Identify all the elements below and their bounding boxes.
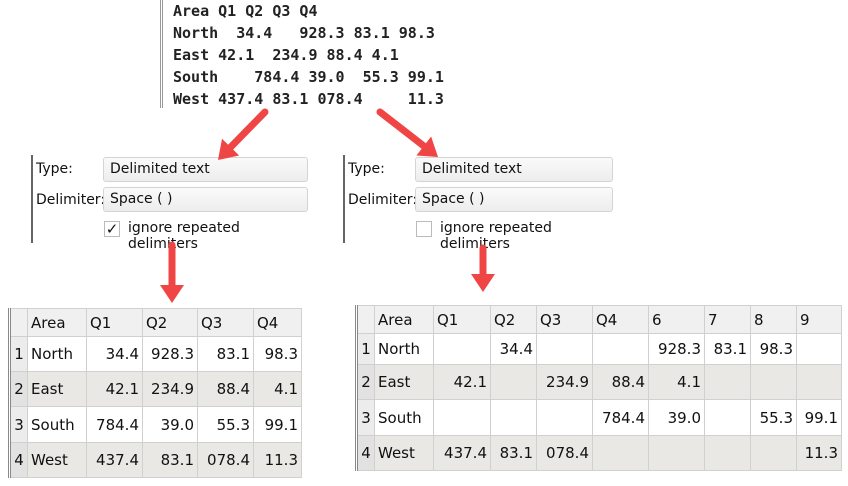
table-cell[interactable]: 39.0 bbox=[648, 399, 705, 436]
type-label: Type: bbox=[36, 161, 73, 177]
ignore-repeated-checkbox[interactable]: ✓ bbox=[104, 220, 120, 238]
table-cell[interactable] bbox=[490, 399, 537, 436]
table-row: 2 East 42.1 234.9 88.4 4.1 bbox=[356, 364, 842, 400]
ignore-repeated-label: ignore repeated delimiters bbox=[128, 220, 240, 252]
left-result-table: Area Q1 Q2 Q3 Q4 1 North 34.4 928.3 83.1 98.3 2 East… bbox=[8, 308, 302, 478]
table-row: 1 North 34.4 928.3 83.1 98.3 bbox=[356, 333, 842, 365]
table-cell[interactable]: East bbox=[374, 364, 434, 400]
table-cell[interactable] bbox=[490, 364, 537, 400]
ignore-repeated-label: ignore repeated delimiters bbox=[440, 220, 552, 252]
delimiter-label: Delimiter: bbox=[348, 192, 418, 208]
delimiter-select[interactable]: Space ( ) bbox=[103, 187, 308, 212]
table-row: 2 East 42.1 234.9 88.4 4.1 bbox=[9, 371, 302, 407]
table-cell[interactable] bbox=[796, 364, 842, 400]
table-row: 4 West 437.4 83.1 078.4 11.3 bbox=[356, 435, 842, 471]
arrow-head-icon bbox=[471, 274, 495, 292]
delimiter-select[interactable]: Space ( ) bbox=[415, 187, 613, 212]
column-header[interactable]: Q1 bbox=[86, 308, 143, 337]
table-cell[interactable]: 83.1 bbox=[490, 435, 537, 471]
raw-text-sample: Area Q1 Q2 Q3 Q4 North 34.4 928.3 83.1 9… bbox=[160, 0, 475, 108]
row-number[interactable]: 1 bbox=[9, 336, 28, 372]
column-header[interactable]: 8 bbox=[750, 305, 797, 334]
table-cell[interactable]: 42.1 bbox=[433, 364, 491, 400]
table-cell[interactable]: 437.4 bbox=[433, 435, 491, 471]
table-row: 4 West 437.4 83.1 078.4 11.3 bbox=[9, 442, 302, 478]
row-number[interactable]: 4 bbox=[356, 435, 375, 471]
column-header[interactable]: Q2 bbox=[490, 305, 537, 334]
table-cell[interactable]: 234.9 bbox=[536, 364, 593, 400]
arrow-shaft bbox=[227, 108, 269, 151]
row-number[interactable]: 2 bbox=[9, 371, 28, 407]
type-label: Type: bbox=[348, 161, 385, 177]
raw-line: Area Q1 Q2 Q3 Q4 bbox=[173, 2, 318, 20]
left-import-options: Type: Delimited text Delimiter: Space ( … bbox=[31, 155, 308, 252]
table-cell[interactable]: 928.3 bbox=[648, 333, 705, 365]
table-cell[interactable]: West bbox=[27, 442, 87, 478]
table-cell[interactable]: 437.4 bbox=[86, 442, 143, 478]
table-cell[interactable]: West bbox=[374, 435, 434, 471]
table-row: 3 South 784.4 39.0 55.3 99.1 bbox=[9, 406, 302, 443]
table-cell[interactable] bbox=[750, 435, 797, 471]
table-cell[interactable]: 784.4 bbox=[592, 399, 649, 436]
table-cell[interactable]: 39.0 bbox=[142, 406, 198, 443]
table-cell[interactable]: 4.1 bbox=[648, 364, 705, 400]
table-cell[interactable]: 88.4 bbox=[592, 364, 649, 400]
delimiter-label: Delimiter: bbox=[36, 192, 106, 208]
arrow-shaft bbox=[376, 108, 428, 150]
table-cell[interactable]: East bbox=[27, 371, 87, 407]
type-select[interactable]: Delimited text bbox=[103, 157, 308, 182]
table-cell[interactable]: 98.3 bbox=[253, 336, 302, 372]
table-cell[interactable]: 11.3 bbox=[253, 442, 302, 478]
table-cell[interactable]: 55.3 bbox=[197, 406, 254, 443]
column-header[interactable]: 9 bbox=[796, 305, 842, 334]
row-number[interactable]: 3 bbox=[9, 406, 28, 443]
arrow-head-icon bbox=[416, 136, 438, 157]
raw-line: West 437.4 83.1 078.4 11.3 bbox=[173, 90, 444, 108]
column-header[interactable]: Area bbox=[374, 305, 434, 334]
raw-line: East 42.1 234.9 88.4 4.1 bbox=[173, 46, 399, 64]
table-cell[interactable]: 078.4 bbox=[536, 435, 593, 471]
table-cell[interactable]: 34.4 bbox=[86, 336, 143, 372]
right-import-options: Type: Delimited text Delimiter: Space ( … bbox=[343, 155, 613, 252]
table-cell[interactable] bbox=[592, 333, 649, 365]
arrow-head-icon bbox=[160, 285, 184, 303]
table-cell[interactable]: 11.3 bbox=[796, 435, 842, 471]
type-select[interactable]: Delimited text bbox=[415, 157, 613, 182]
raw-line: South 784.4 39.0 55.3 99.1 bbox=[173, 68, 444, 86]
column-header[interactable]: Area bbox=[27, 308, 87, 337]
raw-line: North 34.4 928.3 83.1 98.3 bbox=[173, 24, 435, 42]
table-cell[interactable] bbox=[704, 364, 751, 400]
table-cell[interactable]: 88.4 bbox=[197, 371, 254, 407]
column-header[interactable]: 7 bbox=[704, 305, 751, 334]
table-cell[interactable]: 4.1 bbox=[253, 371, 302, 407]
arrow-head-icon bbox=[218, 138, 240, 160]
table-cell[interactable]: 928.3 bbox=[142, 336, 198, 372]
table-cell[interactable] bbox=[704, 435, 751, 471]
ignore-repeated-checkbox[interactable] bbox=[416, 221, 432, 237]
table-cell[interactable]: 83.1 bbox=[142, 442, 198, 478]
table-cell[interactable] bbox=[648, 435, 705, 471]
right-result-table: Area Q1 Q2 Q3 Q4 6 7 8 9 1 North 34.4 928.3 83.1 98.3 2… bbox=[355, 305, 842, 471]
table-cell[interactable]: 078.4 bbox=[197, 442, 254, 478]
table-cell[interactable] bbox=[592, 435, 649, 471]
table-cell[interactable]: North bbox=[374, 333, 434, 365]
column-header[interactable]: Q2 bbox=[142, 308, 198, 337]
table-cell[interactable]: 99.1 bbox=[253, 406, 302, 443]
row-number[interactable]: 3 bbox=[356, 399, 375, 436]
